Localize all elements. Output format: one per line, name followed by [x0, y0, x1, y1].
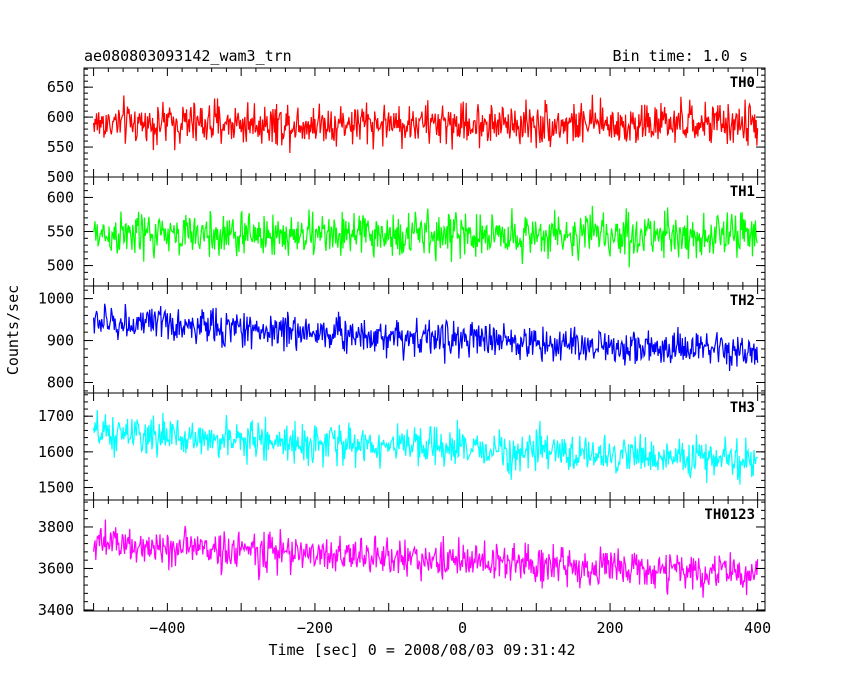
series-label-th2: TH2 — [730, 293, 755, 309]
x-tick-label: −200 — [297, 619, 333, 637]
panel-frame — [83, 285, 766, 394]
y-tick-label: 1600 — [38, 443, 74, 461]
y-tick-label: 3800 — [38, 518, 74, 536]
series-label-th0: TH0 — [730, 75, 755, 91]
y-tick-label: 1000 — [38, 290, 74, 308]
series-line-th0123 — [92, 519, 759, 598]
y-tick-label: 500 — [47, 168, 74, 186]
y-tick-label: 800 — [47, 374, 74, 392]
y-tick-label: 3400 — [38, 601, 74, 619]
panels-group: 500 550 600 650 TH0 500 550 600 TH1 800 900 1000 TH2… — [38, 67, 771, 637]
x-tick-label: 400 — [744, 619, 771, 637]
y-tick-label: 550 — [47, 138, 74, 156]
series-line-th2 — [92, 303, 759, 371]
panel-th3: 1500 1600 1700 TH3 — [38, 392, 766, 501]
panel-th1: 500 550 600 TH1 — [47, 176, 766, 287]
y-tick-label: 1500 — [38, 479, 74, 497]
series-line-th3 — [92, 410, 758, 485]
chart-title: ae080803093142_wam3_trn — [84, 47, 292, 65]
panel-th0123: 3400 3600 3800 TH0123 — [38, 499, 766, 619]
series-line-th1 — [92, 205, 759, 268]
y-tick-label: 600 — [47, 188, 74, 206]
y-tick-label: 1700 — [38, 407, 74, 425]
y-tick-label: 550 — [47, 223, 74, 241]
y-tick-label: 500 — [47, 257, 74, 275]
panel-frame — [83, 499, 766, 612]
x-axis-title: Time [sec] 0 = 2008/08/03 09:31:42 — [268, 641, 575, 659]
series-label-th1: TH1 — [730, 184, 755, 200]
y-tick-label: 3600 — [38, 559, 74, 577]
y-axis-title: Counts/sec — [4, 285, 22, 375]
y-tick-label: 650 — [47, 78, 74, 96]
panel-th0: 500 550 600 650 TH0 — [47, 67, 766, 186]
series-label-th3: TH3 — [730, 400, 755, 416]
series-line-th0 — [92, 94, 759, 153]
x-tick-label: 0 — [458, 619, 467, 637]
bin-time-label: Bin time: 1.0 s — [613, 47, 748, 65]
x-tick-label: −400 — [149, 619, 185, 637]
y-tick-label: 900 — [47, 332, 74, 350]
series-label-th0123: TH0123 — [704, 507, 755, 523]
y-tick-label: 600 — [47, 108, 74, 126]
panel-th2: 800 900 1000 TH2 — [38, 285, 766, 394]
x-tick-label: 200 — [597, 619, 624, 637]
